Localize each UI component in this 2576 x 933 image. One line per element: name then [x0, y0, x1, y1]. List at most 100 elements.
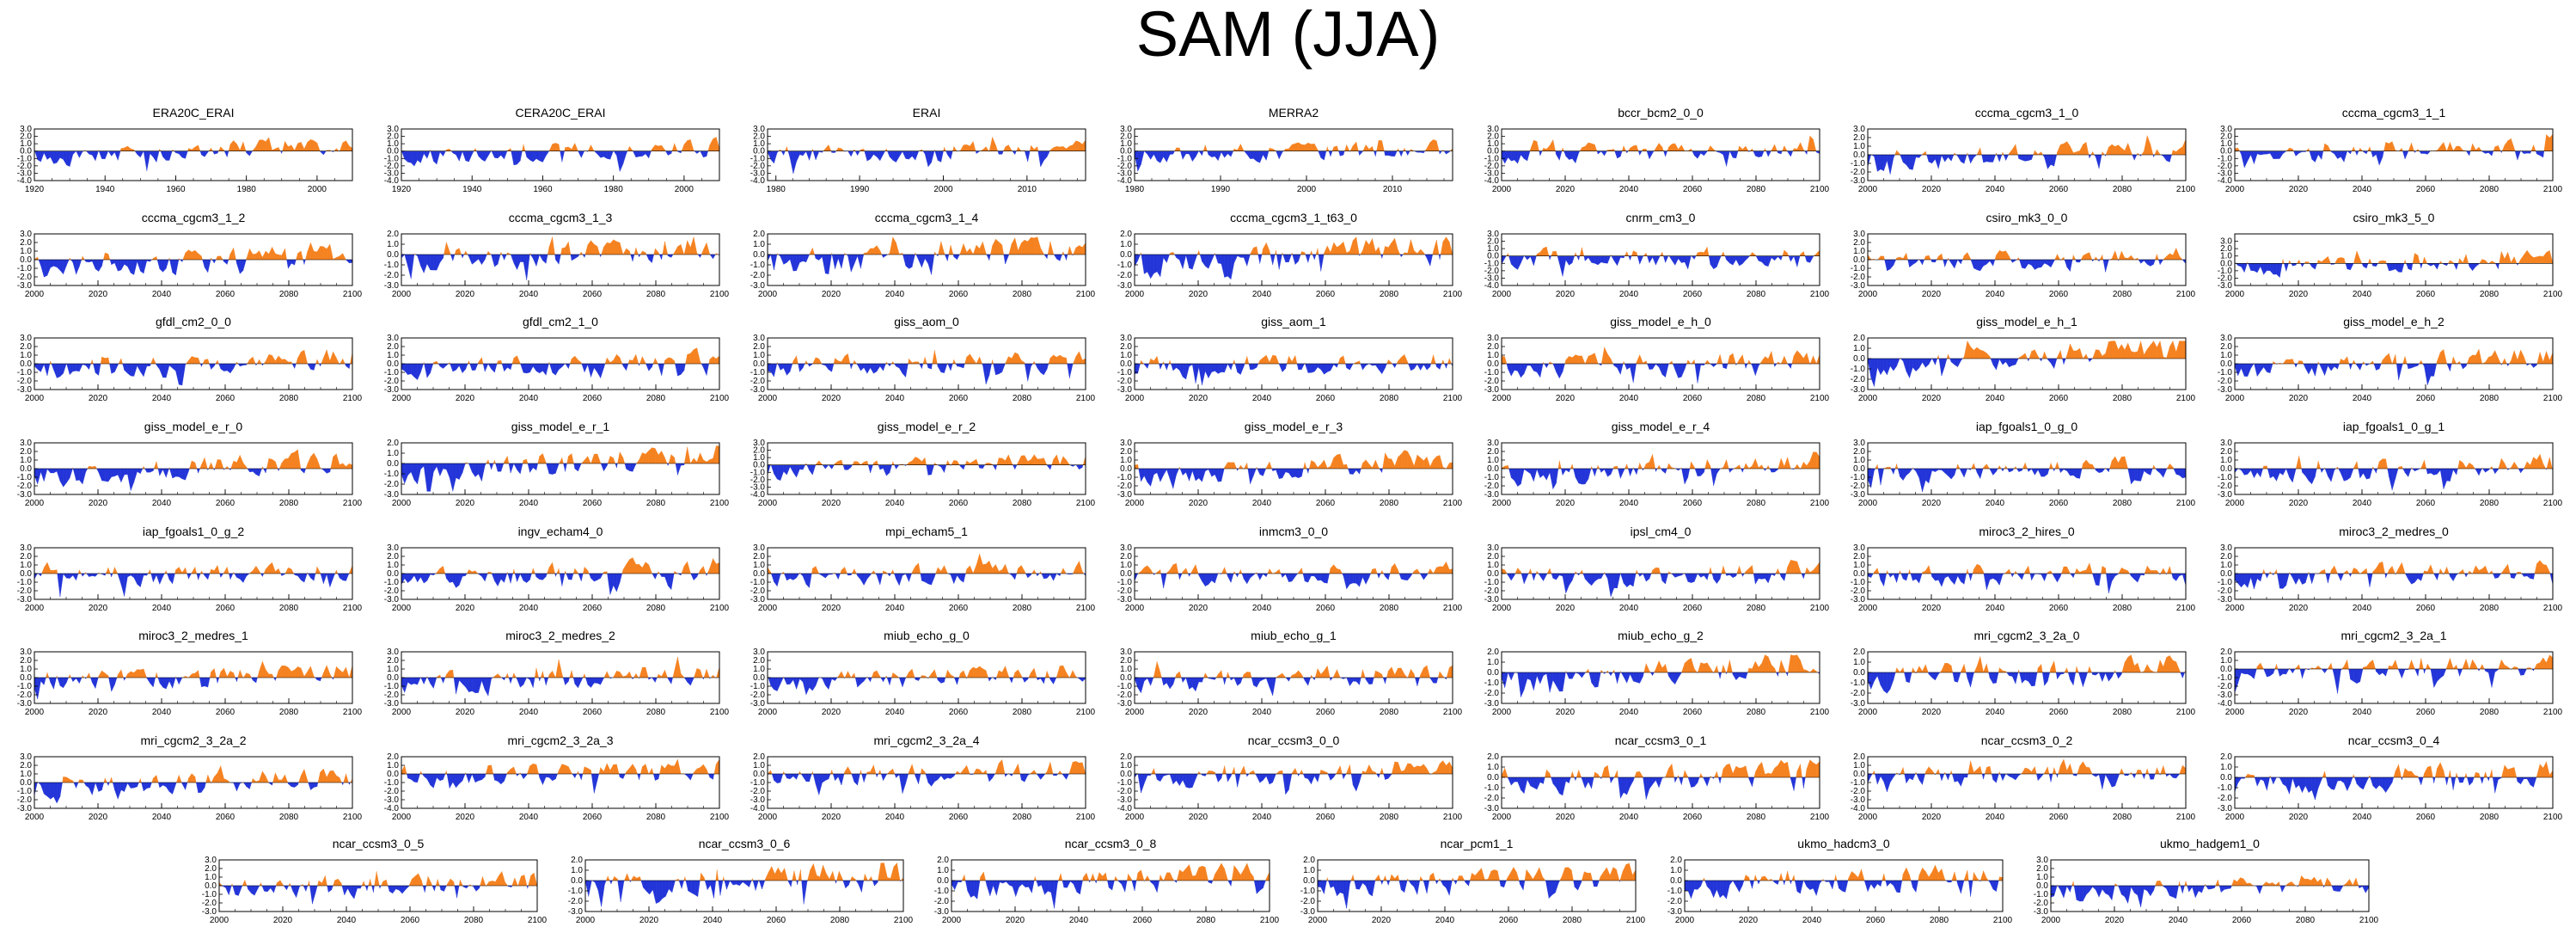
y-tick-label: -2.0 — [1117, 377, 1133, 386]
positive-anomaly-area — [1240, 464, 1244, 470]
negative-anomaly-area — [1612, 363, 1614, 366]
y-tick-label: 2.0 — [1487, 447, 1499, 457]
negative-anomaly-area — [1597, 255, 1602, 266]
positive-anomaly-area — [629, 359, 633, 365]
positive-anomaly-area — [1198, 250, 1201, 255]
positive-anomaly-area — [1700, 251, 1704, 256]
positive-anomaly-area — [966, 460, 970, 465]
positive-anomaly-area — [1924, 255, 1926, 261]
negative-anomaly-area — [1424, 254, 1428, 259]
positive-anomaly-area — [1636, 144, 1639, 151]
negative-anomaly-area — [831, 464, 835, 470]
negative-anomaly-area — [2254, 150, 2258, 164]
negative-anomaly-area — [513, 254, 517, 270]
negative-anomaly-area — [1973, 154, 1978, 158]
positive-anomaly-area — [1938, 354, 1940, 359]
negative-anomaly-area — [2042, 154, 2045, 158]
positive-anomaly-area — [2443, 349, 2447, 365]
negative-anomaly-area — [2407, 363, 2408, 369]
positive-anomaly-area — [268, 137, 272, 151]
negative-anomaly-area — [1935, 259, 1937, 263]
positive-anomaly-area — [523, 144, 526, 151]
positive-anomaly-area — [1294, 142, 1299, 151]
y-tick-label: 0.0 — [1120, 464, 1132, 474]
negative-anomaly-area — [1665, 468, 1667, 474]
positive-anomaly-area — [89, 465, 93, 470]
positive-anomaly-area — [1539, 248, 1544, 256]
positive-anomaly-area — [1784, 249, 1788, 256]
negative-anomaly-area — [2182, 259, 2187, 265]
positive-anomaly-area — [310, 242, 315, 261]
negative-anomaly-area — [546, 363, 549, 376]
negative-anomaly-area — [1539, 150, 1543, 157]
x-tick-label: 2080 — [1380, 290, 1399, 299]
y-tick-label: -4.0 — [1484, 281, 1500, 291]
positive-anomaly-area — [2549, 250, 2554, 264]
negative-anomaly-area — [66, 259, 70, 266]
negative-anomaly-area — [1790, 363, 1792, 369]
negative-anomaly-area — [82, 468, 86, 485]
negative-anomaly-area — [1272, 468, 1276, 471]
negative-anomaly-area — [814, 254, 817, 259]
y-tick-label: 3.0 — [1487, 125, 1499, 134]
negative-anomaly-area — [98, 259, 102, 273]
y-tick-label: 2.0 — [20, 238, 32, 248]
y-tick-label: 3.0 — [1120, 125, 1132, 134]
positive-anomaly-area — [326, 243, 330, 261]
y-tick-label: -1.0 — [384, 368, 400, 377]
negative-anomaly-area — [986, 254, 990, 261]
negative-anomaly-area — [998, 150, 1002, 155]
negative-anomaly-area — [1637, 150, 1640, 156]
panel-cnrm_cm3_0: cnrm_cm3_0 3.0 2.0 1.0 0.0 -1.0 -2.0 -3.0 -4.0 20… — [1467, 211, 1837, 306]
negative-anomaly-area — [770, 363, 774, 377]
negative-anomaly-area — [2158, 259, 2161, 265]
panel-giss_model_e_r_4: giss_model_e_r_4 3.0 2.0 1.0 0.0 -1.0 -2.0 -3.0… — [1467, 420, 1837, 515]
y-tick-label: -3.0 — [17, 490, 33, 500]
negative-anomaly-area — [1027, 150, 1031, 163]
negative-anomaly-area — [2295, 150, 2299, 157]
positive-anomaly-area — [1337, 145, 1339, 151]
positive-anomaly-area — [2437, 352, 2441, 365]
positive-anomaly-area — [2363, 361, 2365, 365]
negative-anomaly-area — [2330, 363, 2335, 371]
negative-anomaly-area — [590, 363, 595, 377]
positive-anomaly-area — [2539, 352, 2543, 365]
negative-anomaly-area — [2372, 263, 2377, 267]
negative-anomaly-area — [1307, 254, 1311, 263]
positive-anomaly-area — [2369, 146, 2371, 151]
positive-anomaly-area — [863, 252, 868, 255]
positive-anomaly-area — [2463, 254, 2467, 264]
negative-anomaly-area — [1221, 254, 1225, 278]
negative-anomaly-area — [202, 259, 205, 268]
negative-anomaly-area — [140, 363, 144, 377]
positive-anomaly-area — [124, 145, 128, 151]
positive-anomaly-area — [2504, 252, 2508, 264]
positive-anomaly-area — [481, 357, 484, 365]
negative-anomaly-area — [196, 468, 199, 474]
negative-anomaly-area — [2348, 363, 2351, 370]
positive-anomaly-area — [1037, 236, 1041, 255]
positive-anomaly-area — [218, 146, 221, 151]
negative-anomaly-area — [1671, 255, 1675, 266]
negative-anomaly-area — [1301, 468, 1304, 477]
positive-anomaly-area — [838, 360, 842, 365]
x-tick-label: 2000 — [308, 185, 327, 194]
negative-anomaly-area — [1735, 150, 1739, 158]
negative-anomaly-area — [1750, 363, 1753, 366]
positive-anomaly-area — [973, 245, 977, 255]
y-tick-label: 1.0 — [1853, 142, 1865, 151]
negative-anomaly-area — [2414, 363, 2419, 367]
negative-anomaly-area — [1877, 154, 1882, 172]
panel-title: giss_model_e_r_1 — [511, 420, 610, 433]
positive-anomaly-area — [636, 459, 639, 464]
negative-anomaly-area — [1429, 363, 1431, 367]
positive-anomaly-area — [1559, 460, 1562, 470]
negative-anomaly-area — [1176, 363, 1180, 371]
negative-anomaly-area — [677, 363, 682, 377]
negative-anomaly-area — [2022, 259, 2026, 269]
negative-anomaly-area — [426, 150, 431, 159]
negative-anomaly-area — [578, 150, 582, 158]
positive-anomaly-area — [1134, 463, 1138, 470]
positive-anomaly-area — [1250, 248, 1254, 255]
positive-anomaly-area — [2337, 257, 2341, 264]
